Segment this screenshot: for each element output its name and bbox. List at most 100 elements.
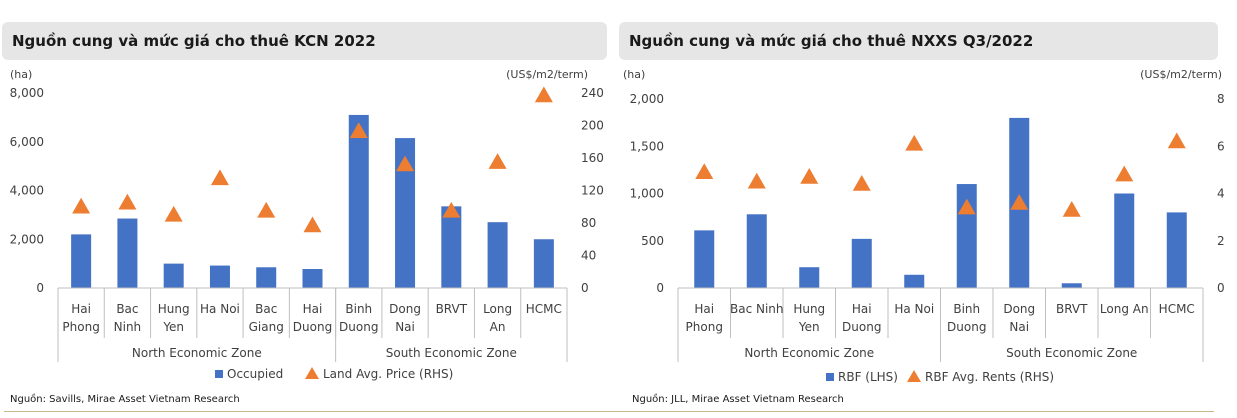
price-marker-4 [852,175,871,191]
bar-4 [209,265,230,288]
category-label: Hung [158,302,190,316]
price-marker-11 [534,86,553,103]
price-marker-8 [396,155,415,172]
category-label: Duong [339,320,378,334]
right-tick-label: 2 [1217,234,1225,248]
price-marker-9 [442,201,461,218]
bar-10 [487,222,508,288]
nxxs-chart: (ha) (US$/m2/term) 0 500 1,000 1,500 2,000 0 2 4 6… [623,68,1225,384]
category-label: Phong [686,320,723,334]
bar-8 [1061,283,1082,288]
legend-marker-swatch [907,370,921,382]
category-label: Giang [249,320,284,334]
bar-1 [694,230,715,288]
category-label: Hai [303,302,323,316]
bar-6 [302,268,323,288]
bar-2 [746,214,767,288]
legend-bar-label: Occupied [227,367,283,381]
price-marker-1 [695,163,714,179]
right-tick-label: 6 [1217,139,1225,153]
group-label: South Economic Zone [1006,346,1137,360]
bar-4 [851,238,872,288]
left-axis-unit: (ha) [10,68,32,81]
left-tick-label: 0 [36,281,44,295]
category-label: Nai [395,320,415,334]
category-label: Hai [852,302,872,316]
bar-7 [348,114,369,288]
category-label: Hung [793,302,825,316]
bar-10 [1166,212,1187,288]
category-label: HCMC [526,302,562,316]
category-label: Bac Ninh [730,302,784,316]
bar-9 [441,206,462,288]
category-label: Hai [694,302,714,316]
left-tick-label: 4,000 [10,184,44,198]
price-marker-8 [1062,201,1081,217]
right-tick-label: 120 [581,184,604,198]
bar-3 [163,263,184,288]
source-note-right: Nguồn: JLL, Mirae Asset Vietnam Research [632,394,844,405]
category-label: Nai [1009,320,1029,334]
price-marker-4 [210,169,229,186]
category-label: HCMC [1159,302,1195,316]
category-label: Duong [293,320,332,334]
price-marker-6 [303,216,322,233]
right-tick-label: 4 [1217,187,1225,201]
price-marker-1 [72,197,91,214]
price-marker-7 [349,122,368,138]
right-tick-label: 80 [581,216,596,230]
source-note-left: Nguồn: Savills, Mirae Asset Vietnam Rese… [10,394,240,405]
category-label: BRVT [436,302,468,316]
category-label: Binh [953,302,980,316]
bar-5 [904,274,925,288]
left-tick-label: 8,000 [10,86,44,100]
category-label: Binh [345,302,372,316]
category-label: Dong [389,302,421,316]
bottom-divider [4,411,1214,412]
price-marker-5 [905,134,924,151]
legend-bar-swatch [215,370,223,378]
category-label: BRVT [1056,302,1088,316]
category-label: Yen [798,320,820,334]
price-marker-2 [747,172,766,189]
right-axis-unit: (US$/m2/term) [1140,68,1222,81]
price-marker-9 [1115,165,1134,182]
legend-marker-swatch [305,367,319,379]
left-tick-label: 2,000 [630,92,664,106]
left-tick-label: 6,000 [10,135,44,149]
category-label: Hai [71,302,91,316]
category-label: Long An [1100,302,1149,316]
bar-8 [395,138,416,288]
legend-marker-label: Land Avg. Price (RHS) [323,367,453,381]
category-label: Yen [162,320,184,334]
category-label: Bac [255,302,277,316]
bar-2 [117,218,138,288]
bar-11 [533,239,554,288]
left-tick-label: 1,000 [630,187,664,201]
legend-bar-label: RBF (LHS) [838,370,898,384]
category-label: Ha Noi [894,302,934,316]
category-label: Long [483,302,512,316]
price-marker-7 [1010,193,1029,210]
category-label: Bac [116,302,138,316]
chart-title-nxxs: Nguồn cung và mức giá cho thuê NXXS Q3/2… [619,22,1218,60]
price-marker-6 [957,198,976,215]
category-label: Duong [947,320,986,334]
price-marker-2 [118,193,137,210]
left-tick-label: 500 [641,234,664,248]
left-tick-label: 0 [656,281,664,295]
right-tick-label: 40 [581,249,596,263]
legend-bar-swatch [826,373,834,381]
right-tick-label: 240 [581,86,604,100]
right-tick-label: 8 [1217,92,1225,106]
bar-9 [1114,193,1135,288]
price-marker-3 [800,167,819,184]
group-label: South Economic Zone [386,346,517,360]
left-tick-label: 2,000 [10,232,44,246]
category-label: Phong [62,320,99,334]
price-marker-10 [488,153,507,169]
legend-marker-label: RBF Avg. Rents (RHS) [925,370,1054,384]
left-tick-label: 1,500 [630,139,664,153]
right-tick-label: 200 [581,119,604,133]
right-tick-label: 0 [1217,281,1225,295]
